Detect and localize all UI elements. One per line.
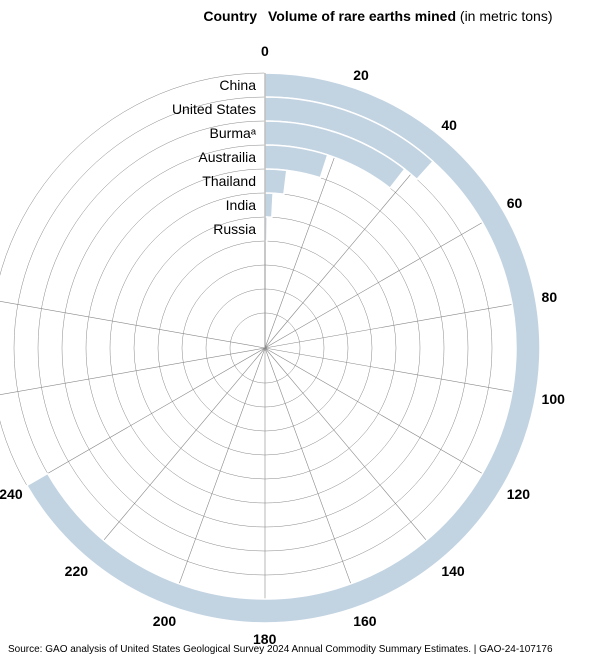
country-label: Russia [213, 222, 256, 236]
tick-label: 200 [153, 613, 176, 629]
tick-label: 0 [261, 43, 269, 59]
bar-thailand [265, 169, 287, 194]
tick-label: 240 [0, 486, 23, 502]
tick-label: 160 [353, 613, 376, 629]
tick-label: 120 [507, 486, 530, 502]
tick-label: 80 [542, 289, 558, 305]
tick-label: 60 [507, 195, 523, 211]
country-label: India [226, 198, 256, 212]
country-label: United States [172, 102, 256, 116]
country-label: Thailand [202, 174, 256, 188]
chart-page: { "header": { "country_label": "Country"… [0, 0, 605, 661]
tick-label: 140 [441, 563, 464, 579]
country-label: China [219, 78, 256, 92]
tick-label: 20 [353, 67, 369, 83]
tick-label: 100 [542, 391, 565, 407]
tick-label: 40 [441, 117, 457, 133]
bar-india [265, 193, 273, 217]
source-footer: Source: GAO analysis of United States Ge… [8, 644, 553, 655]
country-label: Austrailia [198, 150, 256, 164]
country-label: Burmaᵃ [210, 126, 256, 140]
radial-bar-chart [0, 0, 605, 661]
tick-label: 220 [65, 563, 88, 579]
